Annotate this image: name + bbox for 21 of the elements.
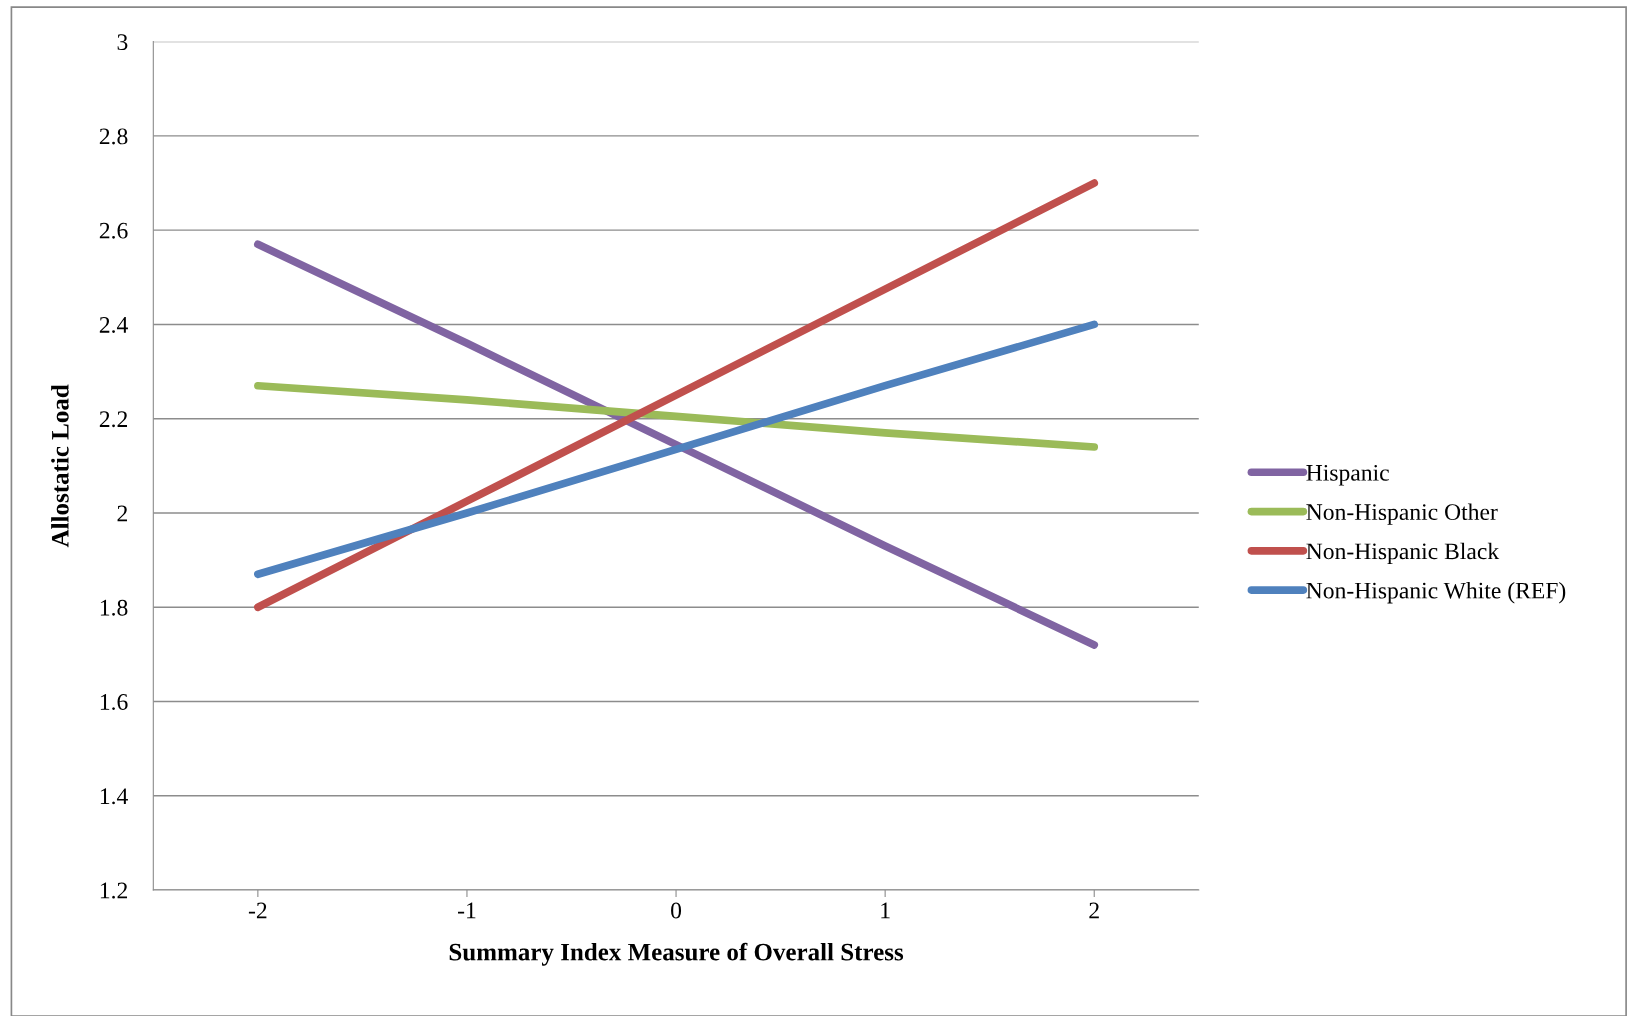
y-tick-label: 2 [117, 505, 128, 522]
x-tick-label: 1 [881, 902, 890, 919]
y-tick-label: 1.4 [100, 788, 128, 805]
legend-label: Non-Hispanic Other [1306, 503, 1498, 525]
x-axis-title: Summary Index Measure of Overall Stress [449, 942, 904, 966]
x-tick-label: 2 [1089, 902, 1099, 919]
y-tick-label: 3 [117, 34, 128, 51]
legend-label: Non-Hispanic White (REF) [1306, 581, 1566, 604]
legend-label: Non-Hispanic Black [1306, 542, 1500, 565]
y-tick-label: 1.2 [100, 882, 128, 899]
y-tick-label: 1.8 [100, 599, 128, 616]
y-tick-label: 2.6 [99, 222, 128, 239]
y-tick-label: 2.2 [99, 411, 128, 428]
y-tick-label: 1.6 [100, 694, 128, 711]
legend-label: Hispanic [1306, 464, 1389, 486]
y-tick-label: 2.4 [99, 317, 128, 333]
x-tick-label: -2 [248, 902, 267, 919]
x-tick-label: -1 [458, 902, 476, 919]
x-tick-label: 0 [671, 902, 682, 919]
y-axis-title: Allostatic Load [51, 384, 69, 548]
y-tick-label: 2.8 [99, 128, 128, 145]
